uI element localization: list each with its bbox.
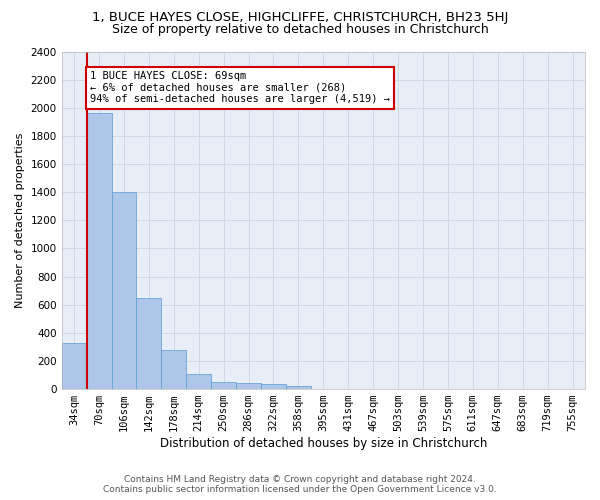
Bar: [261, 384, 286, 389]
Bar: [211, 382, 236, 389]
Bar: [186, 374, 211, 389]
Bar: [86, 114, 112, 389]
Bar: [236, 383, 261, 389]
Bar: [136, 298, 161, 389]
Bar: [286, 386, 311, 389]
Bar: [161, 350, 186, 389]
Bar: [62, 344, 86, 389]
Text: 1 BUCE HAYES CLOSE: 69sqm
← 6% of detached houses are smaller (268)
94% of semi-: 1 BUCE HAYES CLOSE: 69sqm ← 6% of detach…: [91, 71, 391, 104]
Text: 1, BUCE HAYES CLOSE, HIGHCLIFFE, CHRISTCHURCH, BH23 5HJ: 1, BUCE HAYES CLOSE, HIGHCLIFFE, CHRISTC…: [92, 11, 508, 24]
X-axis label: Distribution of detached houses by size in Christchurch: Distribution of detached houses by size …: [160, 437, 487, 450]
Y-axis label: Number of detached properties: Number of detached properties: [15, 132, 25, 308]
Text: Size of property relative to detached houses in Christchurch: Size of property relative to detached ho…: [112, 22, 488, 36]
Bar: [112, 192, 136, 389]
Text: Contains HM Land Registry data © Crown copyright and database right 2024.
Contai: Contains HM Land Registry data © Crown c…: [103, 474, 497, 494]
